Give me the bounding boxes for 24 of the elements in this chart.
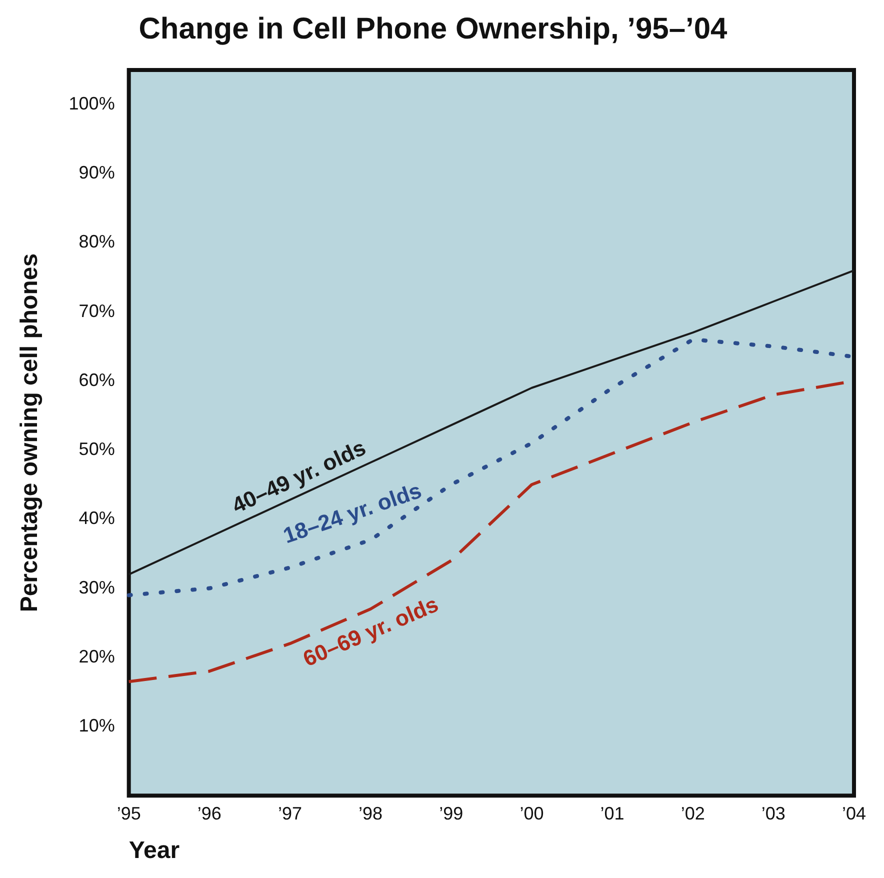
y-axis-title: Percentage owning cell phones — [16, 253, 44, 612]
y-tick-label: 20% — [78, 646, 115, 666]
x-tick-label: ’01 — [600, 803, 624, 824]
y-tick-label: 80% — [78, 232, 115, 252]
y-tick-label: 90% — [78, 162, 115, 183]
x-tick-label: ’02 — [680, 803, 705, 824]
y-tick-label: 70% — [78, 300, 115, 321]
y-tick-label: 30% — [78, 577, 115, 598]
chart-title: Change in Cell Phone Ownership, ’95–’04 — [138, 12, 728, 46]
text: 60–69 yr. olds — [299, 591, 442, 672]
x-tick-label: ’97 — [278, 803, 302, 824]
x-tick-label: ’98 — [358, 803, 383, 824]
x-tick-label: ’03 — [761, 803, 786, 824]
x-tick-label: ’95 — [116, 803, 141, 824]
x-tick-label: ’04 — [842, 803, 866, 824]
y-tick-label: 60% — [78, 370, 115, 390]
x-tick-label: ’96 — [197, 803, 222, 824]
x-tick-label: ’00 — [520, 803, 544, 824]
y-tick-label: 100% — [68, 94, 115, 114]
y-tick-label: 10% — [78, 715, 115, 736]
y-tick-label: 50% — [78, 439, 115, 460]
x-axis-title: Year — [128, 837, 180, 864]
x-tick-label: ’99 — [439, 803, 464, 824]
y-tick-label: 40% — [78, 508, 115, 528]
